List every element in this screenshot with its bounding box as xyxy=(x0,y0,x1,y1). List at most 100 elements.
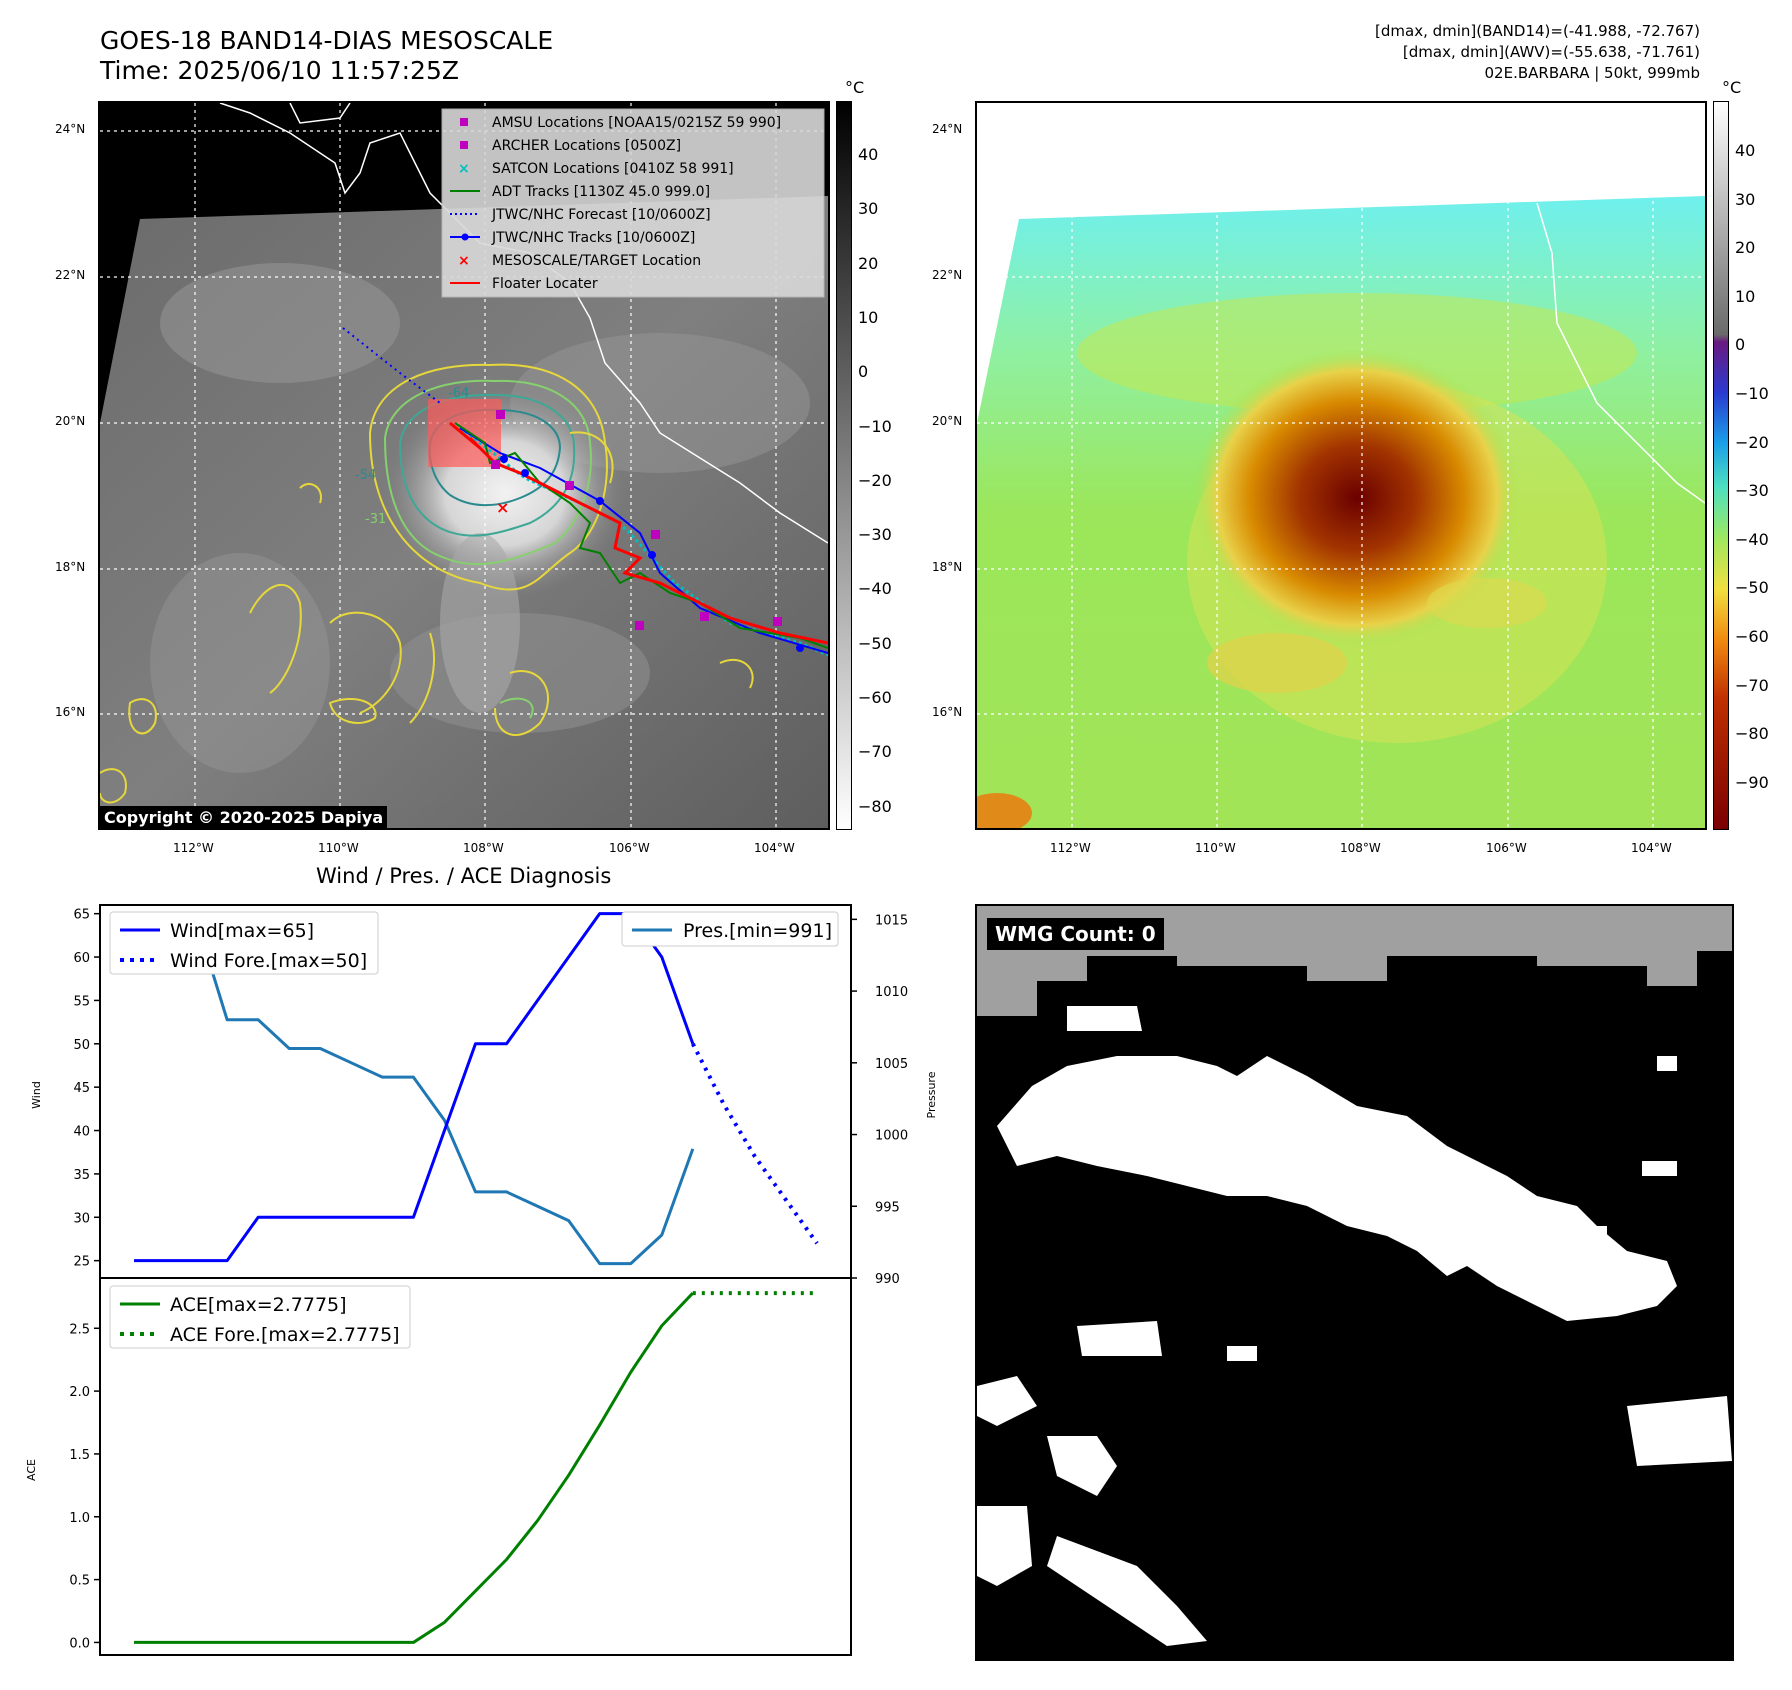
ace-tick-label: 2.0 xyxy=(69,1385,90,1400)
ir-lon-label: 104°W xyxy=(754,841,795,855)
ir-colorbar-unit: °C xyxy=(845,78,865,97)
ace-tick-label: 1.0 xyxy=(69,1511,90,1526)
pressure-tick-label: 1010 xyxy=(875,985,908,1000)
pressure-tick-label: 990 xyxy=(875,1272,900,1287)
pressure-tick-label: 995 xyxy=(875,1200,900,1215)
legend-ace-forecast: ACE Fore.[max=2.7775] xyxy=(170,1324,400,1346)
colorbar-tick-label: 10 xyxy=(858,307,879,327)
wv-lat-label: 20°N xyxy=(932,414,963,428)
ir-lon-label: 106°W xyxy=(609,841,650,855)
ace-tick-label: 0.5 xyxy=(69,1574,90,1589)
legend-wind-forecast: Wind Fore.[max=50] xyxy=(170,950,367,972)
diagnosis-chart: 25 30 35 40 45 50 55 60 65 990 995 1000 1005 1010 101… xyxy=(25,904,938,1656)
wv-lon-label: 108°W xyxy=(1340,841,1381,855)
colorbar-tick-label: −20 xyxy=(858,470,892,490)
ir-lat-label: 20°N xyxy=(55,414,86,428)
ace-tick-label: 1.5 xyxy=(69,1448,90,1463)
colorbar-tick-label: 0 xyxy=(1735,335,1746,355)
wv-lon-label: 104°W xyxy=(1631,841,1672,855)
jtwc-track xyxy=(459,427,828,654)
colorbar-tick-label: −10 xyxy=(1735,384,1769,403)
wind-legend: Wind[max=65] Wind Fore.[max=50] xyxy=(109,911,379,975)
wv-map-panel xyxy=(975,101,1707,830)
legend-pressure: Pres.[min=991] xyxy=(683,920,832,942)
wind-tick-label: 30 xyxy=(73,1211,90,1226)
wv-lat-label: 22°N xyxy=(932,268,963,282)
wind-tick-label: 65 xyxy=(73,908,90,923)
wind-series xyxy=(134,912,695,1263)
legend-adt: ADT Tracks [1130Z 45.0 999.0] xyxy=(492,184,710,200)
legend-archer: ARCHER Locations [0500Z] xyxy=(492,138,681,154)
ace-axis-label: ACE xyxy=(25,1459,38,1481)
wv-lat-label: 18°N xyxy=(932,560,963,574)
colorbar-tick-label: 20 xyxy=(858,253,879,273)
colorbar-tick-label: 20 xyxy=(1735,238,1756,258)
legend-floater: Floater Locater xyxy=(492,276,598,292)
pressure-tick-label: 1005 xyxy=(875,1057,908,1072)
colorbar-tick-label: −80 xyxy=(1735,724,1769,744)
ir-lat-label: 24°N xyxy=(55,122,86,136)
ace-tick-label: 0.0 xyxy=(69,1636,90,1651)
copyright-badge: Copyright © 2020-2025 Dapiya xyxy=(100,806,388,828)
colorbar-tick-label: −20 xyxy=(1735,432,1769,452)
wv-lon-label: 112°W xyxy=(1050,841,1091,855)
colorbar-tick-label: −50 xyxy=(858,633,892,653)
ir-lat-label: 16°N xyxy=(55,705,86,719)
colorbar-tick-label: −70 xyxy=(1735,675,1769,695)
legend-ace: ACE[max=2.7775] xyxy=(170,1294,347,1316)
colorbar-tick-label: −50 xyxy=(1735,578,1769,598)
colorbar-tick-label: −40 xyxy=(858,579,892,599)
wind-tick-label: 35 xyxy=(73,1168,90,1183)
ace-legend: ACE[max=2.7775] ACE Fore.[max=2.7775] xyxy=(109,1285,411,1349)
wind-axis-label: Wind xyxy=(30,1081,43,1109)
wv-lon-label: 106°W xyxy=(1486,841,1527,855)
svg-text:×: × xyxy=(496,498,509,517)
contour-label-31: -31 xyxy=(365,512,386,527)
wind-tick-label: 55 xyxy=(73,994,90,1009)
floater-track xyxy=(449,421,828,645)
wind-tick-label: 45 xyxy=(73,1081,90,1096)
wmg-panel: WMG Count: 0 xyxy=(975,904,1734,1661)
legend-target: MESOSCALE/TARGET Location xyxy=(492,253,701,269)
colorbar-tick-label: −10 xyxy=(858,416,892,436)
contour-label-64: -64 xyxy=(448,386,469,401)
colorbar-tick-label: 30 xyxy=(858,199,879,219)
legend-jtwc: JTWC/NHC Tracks [10/0600Z] xyxy=(491,230,695,246)
pressure-tick-label: 1015 xyxy=(875,913,908,928)
wmg-count-badge: WMG Count: 0 xyxy=(987,918,1164,950)
wv-lon-label: 110°W xyxy=(1195,841,1236,855)
wind-forecast-series xyxy=(691,1042,819,1245)
colorbar-tick-label: −30 xyxy=(858,525,892,545)
awv-range: [dmax, dmin](AWV)=(-55.638, -71.761) xyxy=(1402,43,1700,61)
colorbar-tick-label: −80 xyxy=(858,796,892,816)
colorbar-tick-label: 40 xyxy=(1735,141,1756,160)
colorbar-tick-label: 10 xyxy=(1735,286,1756,306)
pressure-axis-label: Pressure xyxy=(925,1071,938,1118)
ir-map-image: -64 -54 -31 × AMSU Locations [NOA xyxy=(100,103,828,828)
pressure-tick-label: 1000 xyxy=(875,1129,908,1144)
colorbar-tick-label: 0 xyxy=(858,362,869,382)
colorbar-tick-label: −90 xyxy=(1735,772,1769,792)
wv-colorbar-unit: °C xyxy=(1722,78,1742,97)
ir-legend: AMSU Locations [NOAA15/0215Z 59 990] ARC… xyxy=(441,108,825,298)
ace-series xyxy=(134,1292,694,1644)
figure-title: GOES-18 BAND14-DIAS MESOSCALE xyxy=(100,26,554,55)
wind-tick-label: 50 xyxy=(73,1038,90,1053)
ir-lat-label: 22°N xyxy=(55,268,86,282)
wind-tick-label: 25 xyxy=(73,1255,90,1270)
colorbar-tick-label: −60 xyxy=(858,688,892,707)
ace-tick-label: 2.5 xyxy=(69,1322,90,1337)
colorbar-tick-label: −60 xyxy=(1735,627,1769,646)
pressure-series xyxy=(134,917,695,1266)
wind-tick-label: 40 xyxy=(73,1125,90,1140)
svg-text:×: × xyxy=(458,161,470,177)
pressure-legend: Pres.[min=991] xyxy=(621,911,839,947)
legend-satcon: SATCON Locations [0410Z 58 991] xyxy=(492,161,734,177)
legend-forecast: JTWC/NHC Forecast [10/0600Z] xyxy=(491,207,711,223)
svg-text:×: × xyxy=(458,253,470,269)
wv-lat-label: 24°N xyxy=(932,122,963,136)
ir-lon-label: 110°W xyxy=(318,841,359,855)
colorbar-tick-label: −40 xyxy=(1735,529,1769,549)
colorbar-tick-label: −30 xyxy=(1735,481,1769,501)
ir-colorbar xyxy=(836,101,852,830)
